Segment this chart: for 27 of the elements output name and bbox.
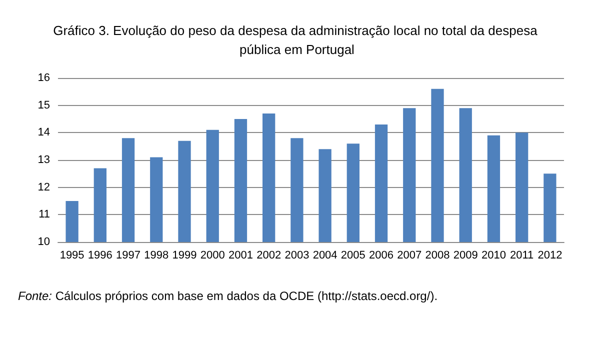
y-tick-label: 15 (38, 99, 50, 112)
source-note: Fonte: Cálculos próprios com base em dados da OCDE (http://stats.oecd.org/). (18, 289, 438, 303)
x-tick-label: 2012 (538, 250, 562, 262)
x-tick-label: 2002 (256, 250, 282, 262)
x-tick-label: 2007 (397, 250, 422, 262)
x-tick-label: 1997 (116, 250, 141, 262)
y-tick-label: 10 (38, 236, 50, 248)
x-tick-label: 2001 (228, 250, 253, 262)
y-tick-label: 16 (38, 72, 50, 84)
chart-title: Gráfico 3. Evolução do peso da despesa da administração local no total da despesa pública em Portugal (53, 23, 541, 57)
x-tick-label: 2004 (312, 250, 338, 262)
x-tick-label: 2005 (340, 250, 366, 262)
x-tick-label: 2000 (200, 250, 225, 262)
y-tick-label: 13 (38, 154, 50, 166)
y-tick-label: 11 (38, 208, 50, 221)
x-tick-label: 1996 (88, 250, 112, 262)
y-tick-label: 14 (38, 126, 50, 139)
x-tick-label: 1998 (144, 250, 169, 262)
x-tick-label: 2006 (369, 250, 394, 262)
x-tick-label: 2010 (481, 250, 506, 262)
y-tick-label: 12 (38, 181, 50, 194)
x-tick-label: 2011 (510, 250, 534, 262)
x-tick-label: 1999 (172, 250, 197, 262)
x-tick-label: 1995 (60, 250, 84, 262)
x-tick-label: 2003 (284, 250, 310, 262)
x-tick-label: 2009 (453, 250, 478, 262)
x-tick-label: 2008 (425, 250, 450, 262)
